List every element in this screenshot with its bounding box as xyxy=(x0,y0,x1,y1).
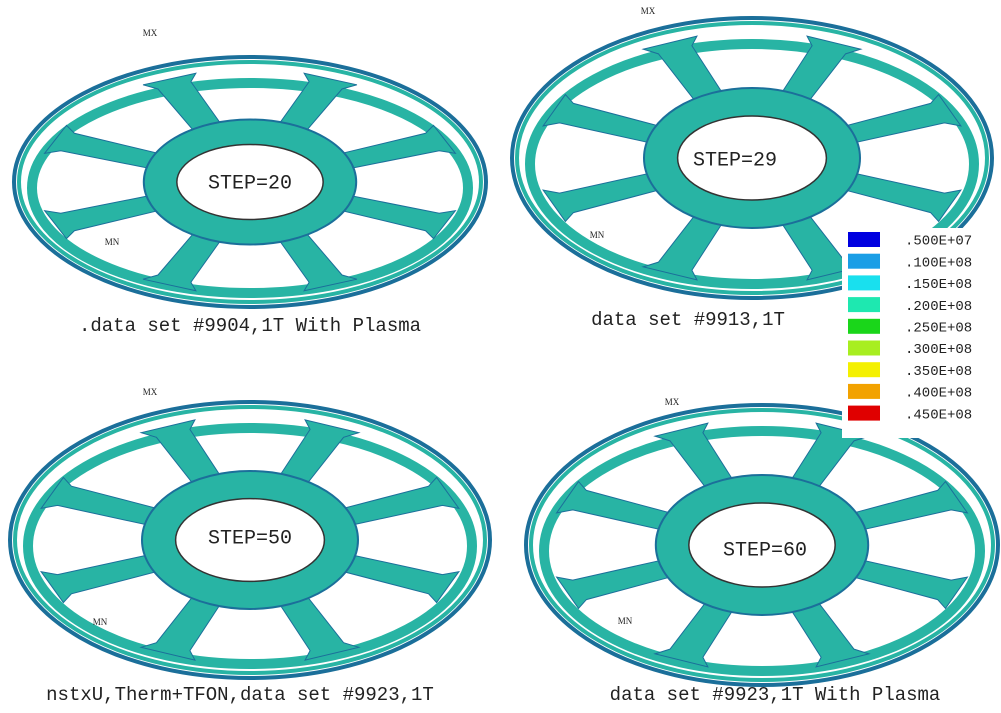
hub-hole xyxy=(176,143,324,221)
panel-caption: .data set #9904,1T With Plasma xyxy=(79,315,421,337)
inner-ring xyxy=(27,78,473,298)
legend-swatch xyxy=(848,297,880,313)
inner-ring xyxy=(525,39,979,289)
wheel-panel xyxy=(510,16,994,300)
legend-label: .450E+08 xyxy=(905,407,972,423)
outer-ring xyxy=(13,405,487,675)
wheel-panel xyxy=(12,55,488,309)
step-label: STEP=20 xyxy=(208,172,292,195)
outer-ring xyxy=(17,60,483,304)
legend-label: .150E+08 xyxy=(905,277,972,293)
step-label: STEP=29 xyxy=(693,149,777,172)
legend-swatch xyxy=(848,232,880,247)
max-label: MX xyxy=(665,397,680,407)
outer-ring xyxy=(529,408,995,682)
panel-caption: data set #9913,1T xyxy=(591,309,785,331)
legend-label: .100E+08 xyxy=(905,255,972,271)
hub-hole xyxy=(688,502,836,588)
step-label: STEP=50 xyxy=(208,527,292,550)
legend-label: .250E+08 xyxy=(905,321,972,337)
hub-hole xyxy=(174,497,326,583)
legend-swatch xyxy=(848,253,880,269)
min-label: MN xyxy=(93,617,108,627)
max-label: MX xyxy=(641,6,656,16)
inner-ring xyxy=(539,426,985,676)
max-label: MX xyxy=(143,387,158,397)
hub-hole xyxy=(676,115,828,201)
outer-ring xyxy=(524,403,1000,687)
legend-label: .200E+08 xyxy=(905,299,972,315)
min-label: MN xyxy=(618,616,633,626)
outer-ring xyxy=(510,16,994,300)
legend-label: .400E+08 xyxy=(905,386,972,402)
legend-label: .350E+08 xyxy=(905,364,972,380)
outer-ring xyxy=(8,400,492,680)
legend-swatch xyxy=(848,362,880,378)
min-label: MN xyxy=(590,230,605,240)
max-label: MX xyxy=(143,28,158,38)
legend-swatch xyxy=(848,275,880,291)
legend-swatch xyxy=(848,318,880,334)
legend-swatch xyxy=(848,340,880,356)
outer-ring xyxy=(515,21,989,295)
min-label: MN xyxy=(105,237,120,247)
panel-caption: data set #9923,1T With Plasma xyxy=(610,684,941,706)
legend-swatch xyxy=(848,405,880,421)
legend-swatch xyxy=(848,383,880,399)
outer-ring xyxy=(12,55,488,309)
inner-ring xyxy=(23,423,477,669)
legend-label: .500E+07 xyxy=(905,234,972,250)
legend-label: .300E+08 xyxy=(905,342,972,358)
step-label: STEP=60 xyxy=(723,539,807,562)
panel-caption: nstxU,Therm+TFON,data set #9923,1T xyxy=(46,684,434,706)
wheel-panel xyxy=(8,400,492,680)
wheel-panel xyxy=(524,403,1000,687)
